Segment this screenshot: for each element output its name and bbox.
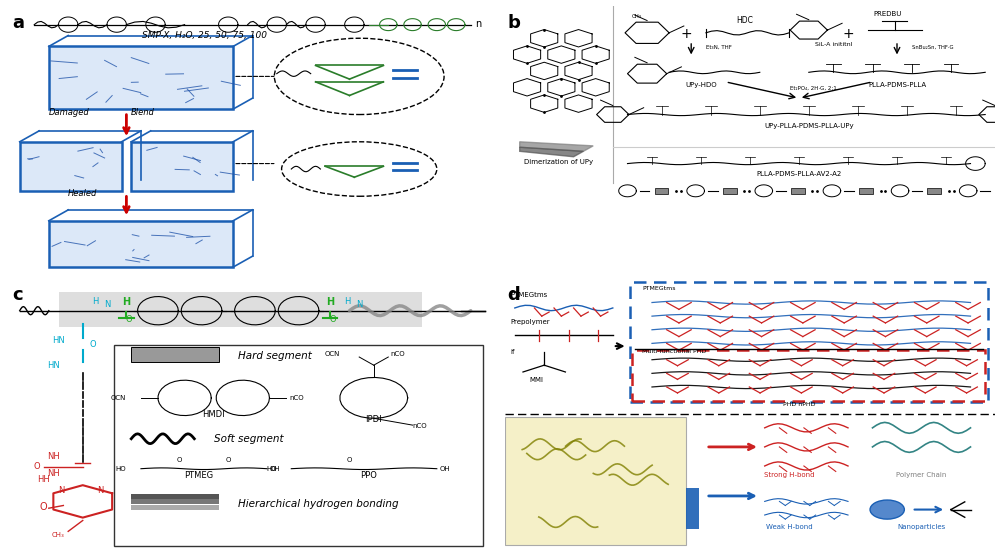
FancyBboxPatch shape — [114, 345, 483, 547]
Text: OCN: OCN — [111, 395, 126, 401]
Text: Et₃N, THF: Et₃N, THF — [706, 45, 732, 50]
Text: Healed: Healed — [68, 189, 98, 198]
Text: PTMEGtms: PTMEGtms — [510, 292, 547, 298]
Bar — [20, 142, 122, 191]
Text: b: b — [507, 14, 520, 32]
Text: Prepolymer: Prepolymer — [510, 319, 550, 325]
Bar — [49, 47, 233, 109]
Bar — [131, 494, 219, 499]
Text: CH₃: CH₃ — [52, 532, 65, 538]
Text: Multi-functional PHD: Multi-functional PHD — [642, 349, 706, 354]
Text: Strong H-bond: Strong H-bond — [764, 472, 814, 478]
Bar — [686, 488, 699, 529]
Text: HN: HN — [52, 336, 65, 345]
Polygon shape — [520, 142, 593, 151]
Text: +: + — [842, 27, 854, 41]
Text: n: n — [476, 19, 482, 29]
Text: PPO: PPO — [360, 471, 377, 480]
Circle shape — [870, 500, 904, 519]
Text: CH₃: CH₃ — [632, 14, 642, 19]
Text: O: O — [33, 461, 40, 471]
Text: O: O — [226, 457, 231, 463]
FancyBboxPatch shape — [505, 417, 686, 545]
Text: Dimerization of UPy: Dimerization of UPy — [524, 158, 593, 165]
Text: N: N — [104, 300, 110, 309]
Text: Hierarchical hydrogen bonding: Hierarchical hydrogen bonding — [238, 499, 399, 509]
Text: nCO: nCO — [413, 423, 427, 429]
Bar — [791, 187, 805, 194]
Text: nCO: nCO — [391, 351, 405, 356]
Polygon shape — [520, 147, 583, 157]
Text: Hard segment: Hard segment — [238, 351, 312, 361]
Text: nCO: nCO — [289, 395, 304, 401]
Text: O: O — [39, 502, 47, 512]
Bar — [131, 499, 219, 504]
Text: NH: NH — [47, 452, 60, 461]
Text: HO: HO — [266, 466, 277, 471]
Text: d: d — [507, 286, 520, 304]
Text: Polymer Chain: Polymer Chain — [896, 472, 947, 478]
Text: OH: OH — [269, 466, 280, 471]
Text: PTMEG: PTMEG — [185, 471, 214, 480]
Bar — [49, 221, 233, 267]
Text: Nanoparticles: Nanoparticles — [897, 524, 946, 530]
Bar — [723, 187, 737, 194]
Text: O: O — [177, 457, 182, 463]
Text: +: + — [680, 27, 692, 41]
Text: PTMEGtms: PTMEGtms — [642, 286, 676, 291]
Text: H: H — [344, 297, 350, 306]
Text: NH: NH — [47, 469, 60, 478]
Text: H: H — [326, 297, 334, 307]
Text: Et₂PO₄, 2H·G, 2:1: Et₂PO₄, 2H·G, 2:1 — [790, 86, 837, 91]
Bar — [927, 187, 941, 194]
Text: PREDBU: PREDBU — [873, 12, 901, 17]
Text: O: O — [126, 315, 132, 324]
Text: UPy-PLLA-PDMS-PLLA-UPy: UPy-PLLA-PDMS-PLLA-UPy — [764, 123, 854, 129]
Bar — [58, 291, 422, 327]
Text: HH: HH — [38, 475, 50, 484]
Text: H: H — [92, 297, 98, 306]
Text: IPDI: IPDI — [365, 415, 382, 424]
Text: PHD nPHD: PHD nPHD — [783, 402, 815, 407]
Text: c: c — [12, 286, 23, 304]
Text: OCN: OCN — [324, 351, 340, 356]
Bar — [131, 142, 233, 191]
Text: Damaged: Damaged — [49, 107, 90, 117]
Text: SnBu₂Sn, THF·G: SnBu₂Sn, THF·G — [912, 45, 953, 50]
Text: O: O — [329, 315, 336, 324]
Text: PLLA-PDMS-PLLA-AV2-A2: PLLA-PDMS-PLLA-AV2-A2 — [756, 171, 842, 177]
Text: HMDI: HMDI — [202, 410, 225, 419]
Text: SMP-X, H₂O, 25, 50, 75, 100: SMP-X, H₂O, 25, 50, 75, 100 — [142, 31, 266, 40]
Text: N: N — [356, 300, 362, 309]
Text: if: if — [510, 349, 514, 355]
Text: HDC: HDC — [737, 16, 754, 25]
Text: Soft segment: Soft segment — [214, 434, 283, 444]
Text: a: a — [12, 14, 24, 32]
Text: HO: HO — [116, 466, 126, 471]
Text: O: O — [347, 457, 352, 463]
Text: H: H — [122, 297, 130, 307]
Bar — [131, 505, 219, 509]
Text: Blend: Blend — [131, 107, 155, 117]
Text: O: O — [89, 340, 96, 350]
Text: HN: HN — [47, 361, 60, 370]
Text: OH: OH — [439, 466, 450, 471]
Bar — [131, 348, 219, 363]
Text: UPy-HDO: UPy-HDO — [685, 82, 717, 88]
Text: N: N — [97, 486, 104, 495]
Text: Weak H-bond: Weak H-bond — [766, 524, 813, 530]
Text: SiL-A inititnl: SiL-A inititnl — [815, 42, 852, 47]
Text: PLLA-PDMS-PLLA: PLLA-PDMS-PLLA — [868, 82, 926, 88]
Bar — [859, 187, 873, 194]
Text: MMI: MMI — [530, 376, 544, 383]
Bar — [655, 187, 668, 194]
Text: N: N — [58, 486, 65, 495]
